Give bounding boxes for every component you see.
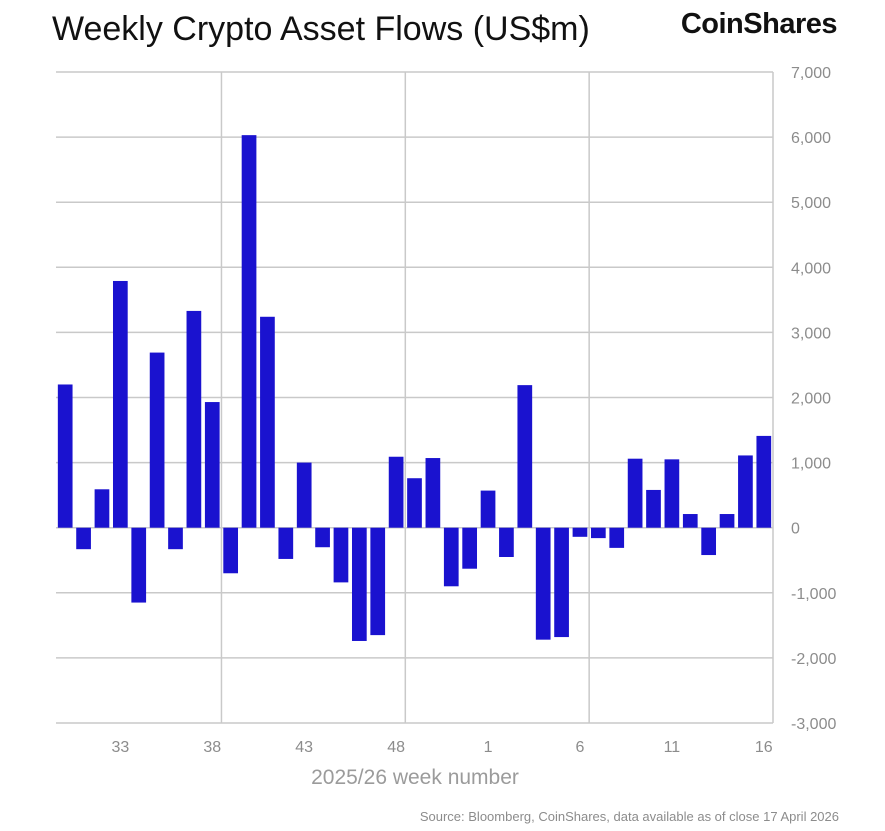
bar-week-12 [682, 514, 698, 528]
bar-week-34 [131, 527, 147, 603]
bar-week-9 [627, 458, 643, 528]
x-tick-label: 38 [203, 739, 221, 756]
bar-week-47 [370, 527, 386, 636]
y-tick-label: 2,000 [791, 391, 831, 408]
bar-week-41 [260, 316, 275, 528]
bar-week-48 [388, 456, 404, 528]
x-axis-ticks: 33 38 43 48 1 6 11 16 [111, 739, 772, 756]
bar-week-37 [186, 310, 202, 528]
bar-week-4 [535, 527, 551, 640]
x-tick-label: 6 [576, 739, 585, 756]
bar-week-44 [315, 527, 330, 548]
bar-week-16 [756, 435, 772, 528]
y-tick-label: 1,000 [791, 456, 831, 473]
bar-week-1 [480, 490, 496, 528]
chart-title: Weekly Crypto Asset Flows (US$m) [52, 10, 590, 48]
x-tick-label: 33 [111, 739, 129, 756]
x-tick-label: 11 [664, 739, 681, 756]
y-tick-label: 3,000 [791, 325, 831, 342]
bar-week-45 [333, 527, 349, 583]
y-tick-label: 7,000 [791, 65, 831, 82]
bar-week-50 [425, 458, 441, 528]
y-axis-ticks: 7,000 6,000 5,000 4,000 3,000 2,000 1,000 0 -1,0… [791, 65, 836, 733]
bar-week-51 [443, 527, 459, 587]
bar-week-31 [76, 527, 91, 550]
bar-week-3 [517, 385, 533, 528]
y-tick-label: -1,000 [791, 586, 836, 603]
bar-week-11 [664, 459, 680, 528]
bar-week-49 [407, 478, 422, 528]
bar-week-15 [738, 455, 753, 528]
y-tick-label: -3,000 [791, 716, 836, 733]
bar-week-30 [57, 384, 73, 528]
x-tick-label: 1 [484, 739, 493, 756]
bar-week-43 [296, 462, 312, 528]
bar-week-13 [701, 527, 717, 556]
x-tick-label: 16 [755, 739, 773, 756]
bars [57, 135, 772, 641]
source-note: Source: Bloomberg, CoinShares, data avai… [419, 809, 839, 824]
bar-week-7 [590, 527, 606, 539]
bar-week-38 [204, 402, 220, 528]
y-tick-label: 5,000 [791, 195, 831, 212]
x-tick-label: 48 [387, 739, 405, 756]
bar-week-5 [554, 527, 569, 638]
bar-week-14 [719, 514, 735, 528]
bar-week-39 [223, 527, 239, 574]
coinshares-logo: CoinShares [680, 8, 838, 40]
y-tick-label: 6,000 [791, 130, 831, 147]
bar-week-33 [112, 280, 128, 528]
bar-week-46 [351, 527, 367, 641]
bar-week-52 [462, 527, 478, 569]
bar-week-8 [609, 527, 625, 548]
y-tick-label: -2,000 [791, 651, 836, 668]
y-tick-label: 4,000 [791, 260, 831, 277]
x-tick-label: 43 [295, 739, 313, 756]
x-axis-label: 2025/26 week number [311, 766, 519, 789]
y-tick-label: 0 [791, 521, 800, 538]
bar-week-10 [646, 489, 661, 528]
bar-week-40 [241, 135, 257, 528]
bar-week-32 [94, 489, 110, 528]
bar-week-35 [149, 352, 165, 528]
bar-week-2 [499, 527, 514, 557]
bar-week-6 [572, 527, 588, 537]
bar-week-42 [278, 527, 294, 559]
bar-week-36 [168, 527, 183, 550]
